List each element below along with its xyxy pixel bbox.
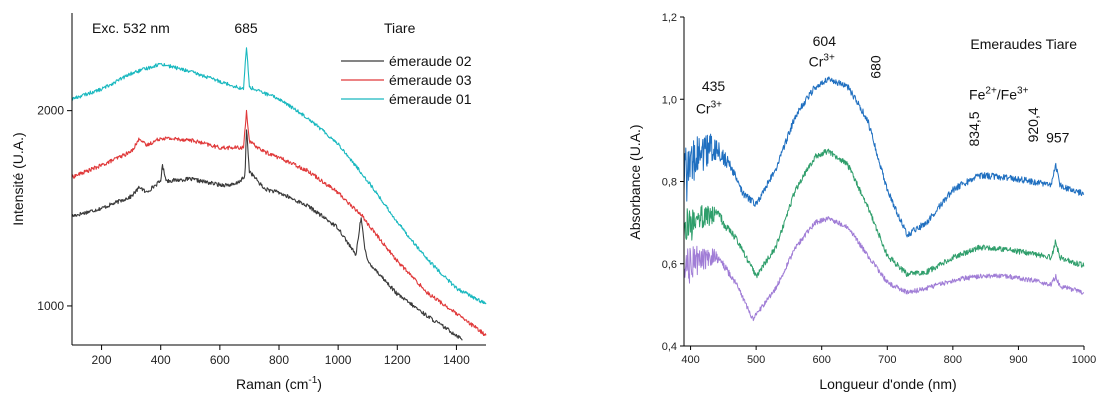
absorbance-x-tick-label: 700 (878, 354, 896, 366)
absorbance-series-line (683, 76, 1085, 238)
absorbance-y-tick-label: 0,8 (662, 177, 677, 189)
peak-annotation: 435 (702, 78, 726, 94)
absorbance-x-axis-label: Longueur d'onde (nm) (819, 376, 956, 392)
raman-series-line (71, 129, 463, 341)
raman-series-line (71, 109, 487, 337)
absorbance-x-tick-label: 900 (1009, 354, 1027, 366)
absorbance-y-tick-label: 0,4 (662, 341, 677, 353)
absorbance-series-group (683, 76, 1085, 322)
raman-x-tick-label: 600 (210, 353, 230, 367)
peak-annotation: 680 (868, 55, 884, 79)
absorbance-y-tick-label: 1,2 (662, 12, 677, 24)
peak-annotation: 957 (1046, 129, 1070, 145)
raman-x-tick-label: 400 (151, 353, 171, 367)
absorbance-x-tick-label: 400 (681, 354, 699, 366)
absorbance-x-tick-label: 800 (944, 354, 962, 366)
absorbance-series-line (683, 148, 1085, 279)
absorbance-x-tick-label: 1000 (1072, 354, 1096, 366)
raman-series-line (71, 47, 487, 305)
raman-x-tick-label: 200 (92, 353, 112, 367)
excitation-annotation: Exc. 532 nm (92, 20, 170, 36)
raman-x-tick-label: 800 (269, 353, 289, 367)
legend-title: Tiare (384, 20, 416, 36)
absorbance-y-axis-label: Absorbance (U.A.) (627, 124, 643, 239)
absorbance-series-line (683, 216, 1085, 322)
absorbance-annotations: 435 604 680 834,5 920,4 957 Cr3+ Cr3+ Fe2+/Fe3+ (696, 33, 1070, 147)
legend-entry-emeraude-01: émeraude 01 (389, 91, 472, 107)
absorbance-chart: 400 500 600 700 800 900 1000 0,4 0,6 0,8 1,0 1,2 L… (627, 12, 1096, 392)
species-annotation: Cr3+ (696, 100, 722, 117)
peak-annotation: 920,4 (1025, 107, 1041, 142)
legend-entry-emeraude-02: émeraude 02 (389, 53, 472, 69)
peak-annotation: 834,5 (966, 111, 982, 146)
raman-y-axis-label: Intensité (U.A.) (10, 132, 26, 225)
species-annotation: Cr3+ (809, 52, 835, 69)
raman-legend: Tiare émeraude 02 émeraude 03 émeraude 0… (341, 20, 472, 107)
raman-x-ticks: 200 400 600 800 1000 1200 1400 (92, 345, 470, 367)
absorbance-y-tick-label: 0,6 (662, 259, 677, 271)
raman-x-axis-label: Raman (cm-1) (236, 375, 322, 392)
legend-entry-emeraude-03: émeraude 03 (389, 72, 472, 88)
absorbance-y-tick-label: 1,0 (662, 94, 677, 106)
species-annotation: Fe2+/Fe3+ (969, 85, 1029, 102)
raman-x-tick-label: 1400 (443, 353, 470, 367)
raman-x-tick-label: 1000 (325, 353, 352, 367)
absorbance-title: Emeraudes Tiare (970, 36, 1077, 52)
absorbance-x-tick-label: 600 (813, 354, 831, 366)
raman-y-tick-label: 2000 (37, 104, 64, 118)
peak-685-annotation: 685 (234, 20, 258, 36)
raman-chart: 200 400 600 800 1000 1200 1400 1000 2000 Raman … (10, 13, 487, 392)
raman-series-group (71, 47, 487, 341)
absorbance-x-tick-label: 500 (747, 354, 765, 366)
peak-annotation: 604 (813, 33, 837, 49)
raman-y-ticks: 1000 2000 (37, 104, 72, 313)
raman-x-tick-label: 1200 (384, 353, 411, 367)
absorbance-y-ticks: 0,4 0,6 0,8 1,0 1,2 (662, 12, 684, 353)
absorbance-x-ticks: 400 500 600 700 800 900 1000 (681, 346, 1096, 366)
raman-y-tick-label: 1000 (37, 299, 64, 313)
